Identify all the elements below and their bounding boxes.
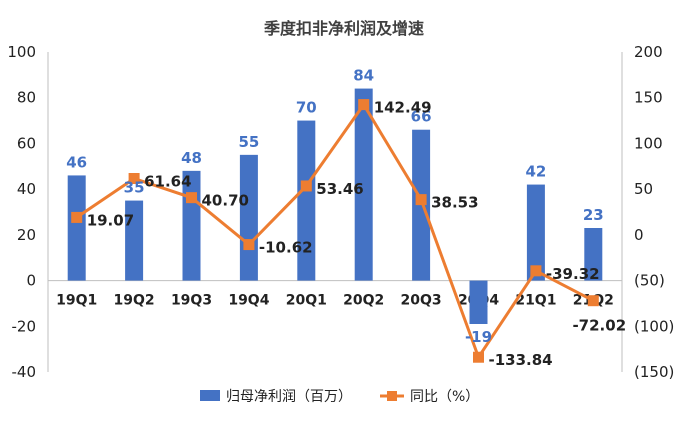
bar-20Q2 (354, 88, 373, 281)
line-label: 38.53 (431, 194, 478, 212)
y-right-tick-label: 100 (634, 134, 663, 152)
line-marker-19Q3 (186, 192, 197, 204)
x-tick-label: 21Q1 (515, 293, 556, 309)
line-label: -10.62 (259, 239, 313, 257)
legend: 归母净利润（百万） 同比（%） (200, 388, 479, 405)
legend-swatch-bar (200, 390, 220, 401)
line-label: -39.32 (546, 265, 600, 283)
y-left-tick-label: 40 (17, 180, 36, 198)
bar-label: 46 (66, 153, 87, 171)
x-tick-label: 20Q3 (401, 293, 442, 309)
bar-19Q2 (125, 200, 144, 281)
bar-label: 42 (525, 163, 546, 181)
y-right-tick-label: 150 (634, 89, 663, 107)
bar-20Q4 (469, 280, 488, 324)
line-label: 142.49 (374, 99, 432, 117)
line-series (71, 99, 599, 363)
bar-label: -19 (465, 328, 492, 346)
y-right-tick-label: (100) (634, 317, 674, 335)
x-tick-label: 20Q2 (343, 293, 384, 309)
y-left-tick-label: 100 (7, 43, 36, 61)
bar-label: 55 (238, 133, 259, 151)
chart-title: 季度扣非净利润及增速 (263, 19, 424, 38)
line-marker-20Q3 (415, 194, 427, 206)
line-path (75, 101, 594, 361)
x-tick-label: 20Q1 (286, 293, 327, 309)
legend-swatch-marker (387, 391, 397, 401)
y-left-tick-label: 0 (26, 272, 36, 290)
legend-label-bar: 归母净利润（百万） (226, 388, 352, 405)
line-marker-19Q1 (71, 211, 83, 223)
legend-label-line: 同比（%） (410, 389, 479, 405)
y-left-tick-label: -40 (12, 363, 37, 381)
bar-label: 70 (296, 99, 317, 117)
y-right-tick-label: (50) (634, 272, 665, 290)
x-tick-label: 19Q3 (171, 293, 212, 309)
y-left-tick-label: 80 (17, 89, 36, 107)
y-right-tick-label: 0 (634, 226, 644, 244)
line-marker-20Q4 (473, 351, 484, 363)
y-right-tick-label: (150) (634, 363, 674, 381)
bar-label: 84 (353, 67, 374, 85)
bar-label: 23 (583, 206, 604, 224)
bar-21Q1 (526, 184, 545, 281)
y-left-tick-label: -20 (12, 317, 37, 335)
x-tick-label: 19Q1 (56, 293, 97, 309)
line-label: 61.64 (144, 173, 191, 191)
x-tick-label: 19Q2 (114, 293, 155, 309)
bar-20Q3 (412, 129, 431, 281)
line-label: 19.07 (87, 211, 134, 229)
line-label: 40.70 (202, 192, 249, 210)
y-right-tick-label: 50 (634, 180, 653, 198)
bar-20Q1 (297, 120, 316, 281)
bar-series (67, 88, 603, 324)
line-marker-20Q2 (358, 99, 370, 111)
line-label: -72.02 (572, 317, 626, 335)
bar-19Q4 (239, 154, 258, 281)
line-marker-21Q2 (587, 295, 599, 307)
data-labels: 46 35 48 55 70 84 66 -19 42 23 19.07 61.64 40.70 -10.… (66, 67, 626, 370)
bar-label: 48 (181, 149, 202, 167)
y-left-tick-label: 60 (17, 134, 36, 152)
line-marker-19Q2 (128, 173, 140, 185)
line-marker-19Q4 (243, 239, 255, 251)
line-marker-20Q1 (300, 180, 312, 192)
bar-19Q1 (67, 175, 86, 281)
x-tick-label: 19Q4 (228, 293, 269, 309)
bar-label: 66 (411, 108, 432, 126)
line-marker-21Q1 (530, 265, 542, 277)
bar-21Q2 (584, 228, 603, 281)
bar-label: 35 (124, 179, 145, 197)
y-left-tick-label: 20 (17, 226, 36, 244)
line-label: -133.84 (489, 351, 553, 369)
line-label: 53.46 (316, 180, 363, 198)
y-right-tick-label: 200 (634, 43, 663, 61)
